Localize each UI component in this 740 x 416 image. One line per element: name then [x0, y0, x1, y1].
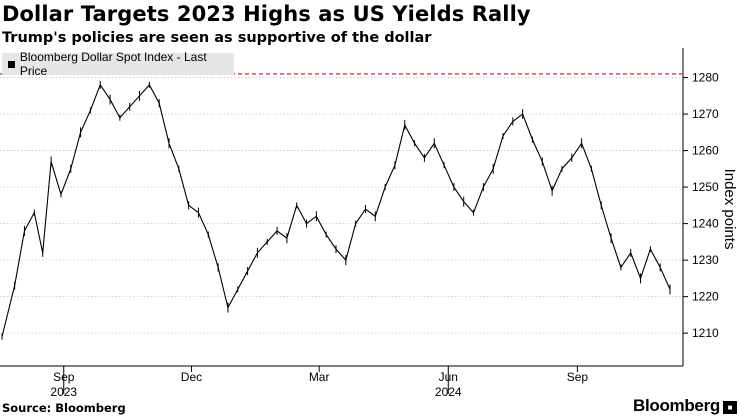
y-tick-label: 1260 [692, 144, 719, 158]
chart-subtitle: Trump's policies are seen as supportive … [2, 30, 432, 46]
y-tick-label: 1210 [692, 326, 719, 340]
y-tick-label: 1230 [692, 253, 719, 267]
x-tick-label: Mar [309, 370, 330, 384]
x-year-label: 2023 [50, 385, 77, 399]
y-axis-title: Index points [721, 169, 738, 250]
source-note: Source: Bloomberg [2, 401, 126, 415]
bloomberg-mark-icon: ■ [723, 401, 737, 414]
y-tick-label: 1280 [692, 71, 719, 85]
chart-title: Dollar Targets 2023 Highs as US Yields R… [2, 2, 531, 26]
legend-series-swatch [8, 60, 15, 68]
y-tick-label: 1220 [692, 290, 719, 304]
x-tick-label: Dec [181, 370, 202, 384]
series-line [1, 83, 671, 337]
x-year-label: 2024 [435, 385, 462, 399]
bloomberg-logo: Bloomberg [632, 396, 720, 415]
legend-series-label: Bloomberg Dollar Spot Index - Last Price [19, 50, 207, 78]
chart-legend: Bloomberg Dollar Spot Index - Last Price [2, 50, 234, 78]
y-tick-label: 1240 [692, 217, 719, 231]
y-tick-label: 1250 [692, 180, 719, 194]
x-tick-label: Sep [567, 370, 589, 384]
y-tick-label: 1270 [692, 107, 719, 121]
